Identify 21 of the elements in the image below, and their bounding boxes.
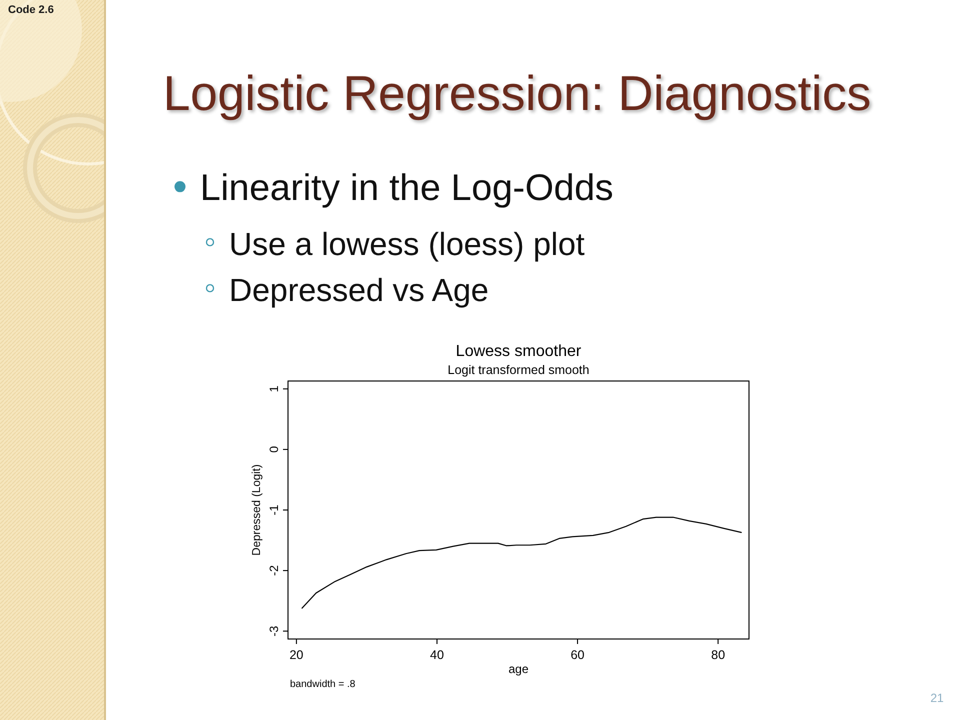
text: Logistic Regression: Diagnostics: [163, 67, 872, 121]
text: Depressed vs Age: [229, 272, 489, 308]
y-tick-label: -2: [267, 564, 281, 576]
x-axis-title: age: [508, 662, 529, 676]
text: Linearity in the Log-Odds: [200, 167, 614, 208]
y-tick-label: 0: [267, 446, 281, 453]
x-tick-label: 40: [430, 648, 444, 662]
x-tick-label: 20: [289, 648, 304, 662]
chart-title: Lowess smoother: [456, 343, 582, 360]
x-tick-label: 60: [570, 648, 585, 662]
y-tick-label: -3: [267, 625, 281, 636]
text: Use a lowess (loess) plot: [229, 226, 585, 262]
line-series: [302, 516, 742, 609]
text: bandwidth = .8: [290, 679, 356, 690]
text: Code 2.6: [8, 4, 54, 16]
chart-subtitle: Logit transformed smooth: [448, 363, 590, 377]
y-axis-title: Depressed (Logit): [251, 464, 263, 556]
x-tick-label: 80: [711, 648, 726, 662]
y-tick-label: -1: [267, 504, 281, 516]
y-tick-label: 1: [267, 385, 281, 392]
text: 21: [930, 691, 944, 705]
